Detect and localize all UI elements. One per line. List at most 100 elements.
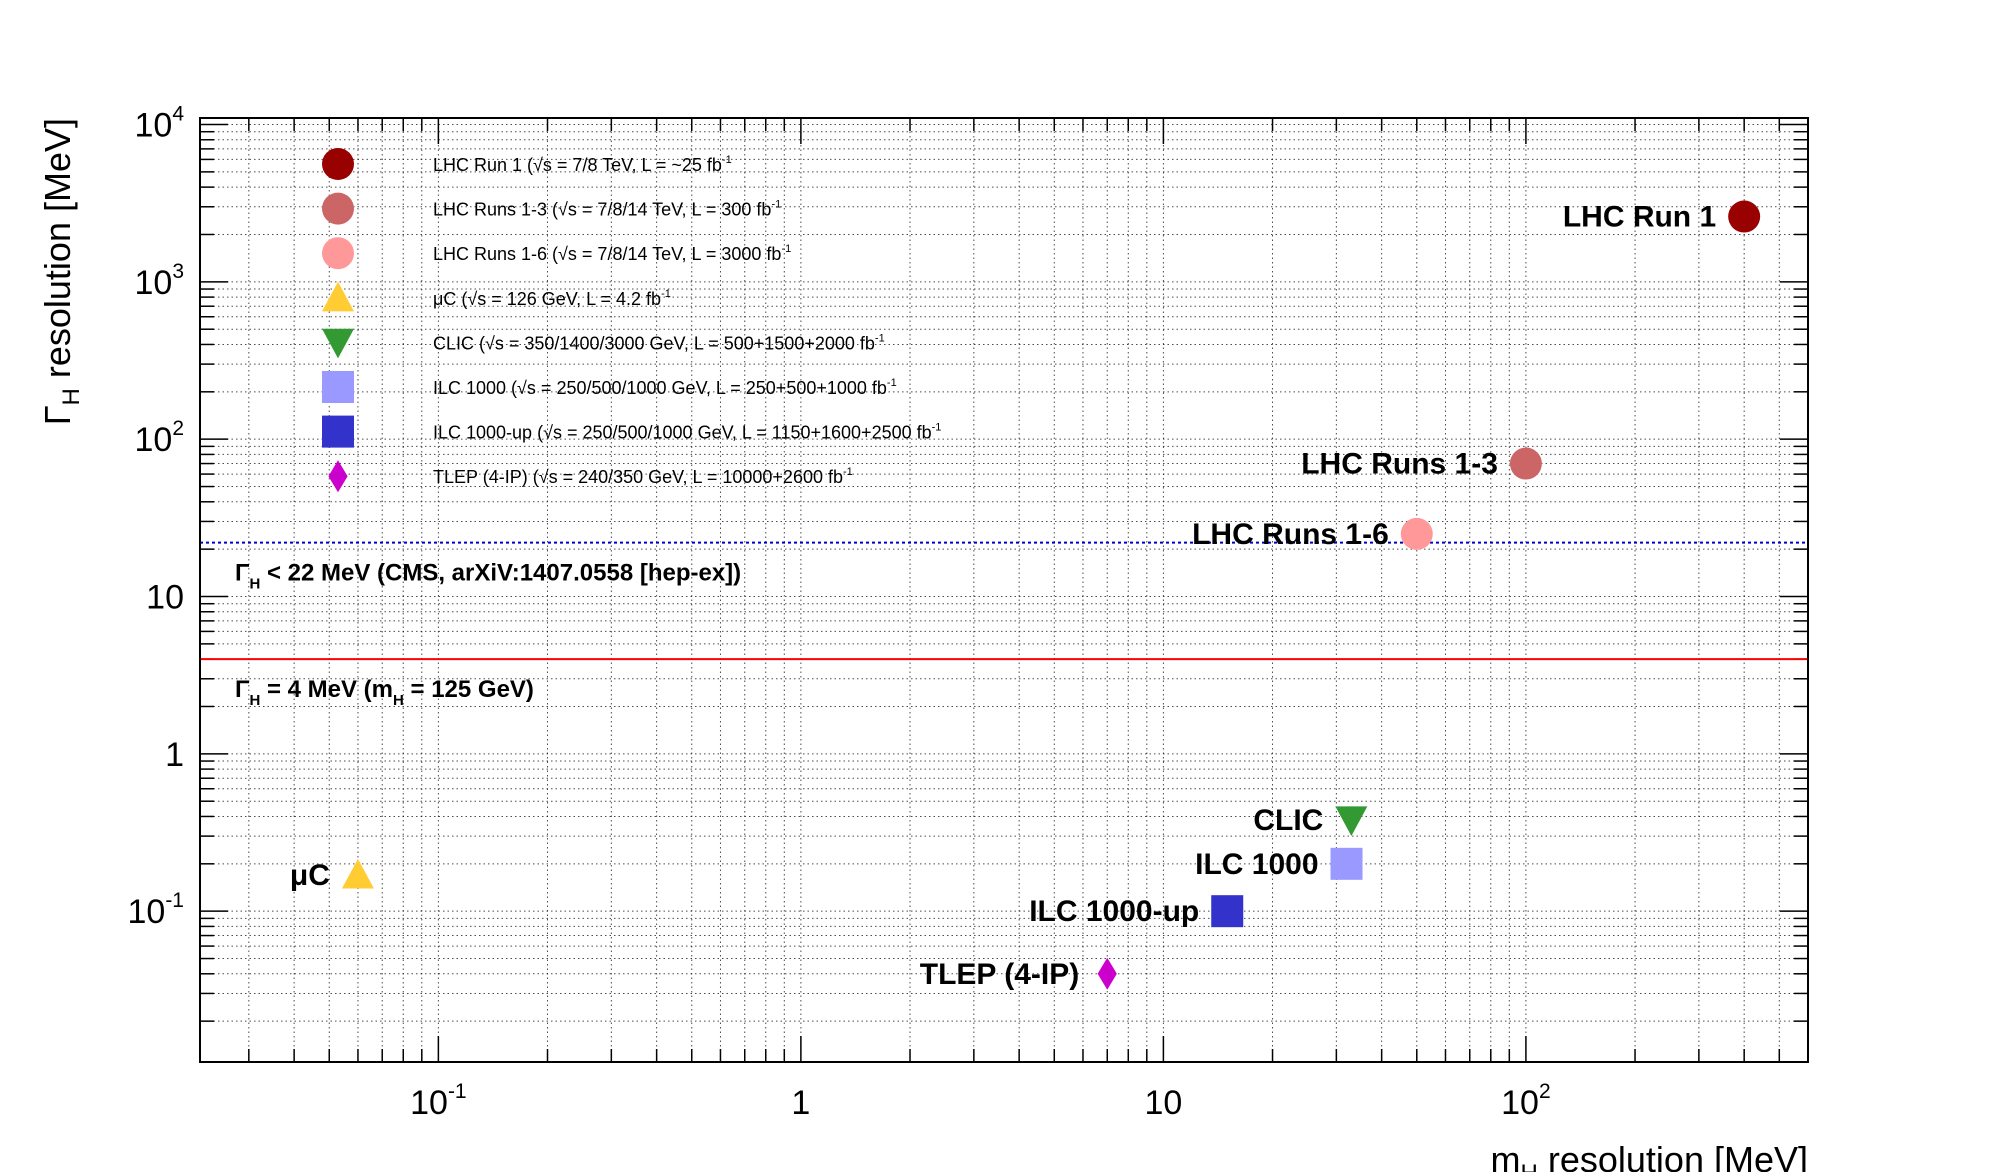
point-lhc-runs-1-6	[1400, 517, 1433, 550]
y-tick-label-100: 102	[134, 417, 184, 459]
point-label-c: μC	[290, 859, 330, 892]
x-tick-label-100: 102	[1501, 1080, 1551, 1122]
legend-entry-ilc-1000: ILC 1000 (√s = 250/500/1000 GeV, L = 250…	[433, 377, 897, 398]
legend-entry-clic: CLIC (√s = 350/1400/3000 GeV, L = 500+15…	[433, 332, 885, 353]
legend-entry-lhc-runs-1-3: LHC Runs 1-3 (√s = 7/8/14 TeV, L = 300 f…	[433, 199, 781, 220]
y-tick-label-base: 10	[134, 107, 172, 145]
legend-entry-sup: -1	[661, 288, 671, 300]
x-tick-label-base: 10	[410, 1084, 448, 1122]
y-tick-label-base: 10	[134, 421, 172, 459]
x-tick-label-base: 10	[1501, 1084, 1539, 1122]
y-axis-title: ΓH resolution [MeV]	[37, 118, 85, 425]
point-tlep-4-ip	[1097, 957, 1117, 990]
x-axis-title: mH resolution [MeV]	[1491, 1139, 1808, 1172]
point-c	[341, 858, 374, 889]
legend-entry-sup: -1	[843, 466, 853, 478]
x-tick-label-base: 10	[1144, 1084, 1182, 1122]
legend-entry-text: μC (√s = 126 GeV, L = 4.2 fb	[433, 289, 661, 309]
legend-entry-sup: -1	[771, 199, 781, 211]
point-label-tlep-4-ip: TLEP (4-IP)	[920, 958, 1079, 991]
x-tick-label-10: 10	[1144, 1084, 1182, 1122]
y-tick-label-exp: 4	[172, 103, 184, 126]
legend-entry-sup: -1	[932, 422, 942, 434]
legend-entry-ilc-1000-up: ILC 1000-up (√s = 250/500/1000 GeV, L = …	[433, 422, 941, 443]
y-tick-label-exp: -1	[165, 889, 184, 912]
legend-entry-text: ILC 1000-up (√s = 250/500/1000 GeV, L = …	[433, 423, 932, 443]
legend-marker-clic	[322, 328, 354, 359]
x-tick-label-exp: 2	[1539, 1080, 1551, 1103]
ref-label-sub: H	[249, 692, 260, 709]
point-labels: LHC Run 1 LHC Runs 1-3 LHC Runs 1-6 μC CLIC I…	[290, 201, 1716, 991]
legend-entry-sup: -1	[887, 377, 897, 389]
x-axis-title-rest: resolution [MeV]	[1538, 1139, 1808, 1172]
y-axis-title-sub: H	[58, 388, 85, 405]
legend-marker-ilc-1000-up	[322, 415, 354, 448]
reference-lines: ΓH < 22 MeV (CMS, arXiV:1407.0558 [hep-e…	[200, 541, 1808, 709]
legend-entry-text: TLEP (4-IP) (√s = 240/350 GeV, L = 10000…	[433, 467, 843, 487]
legend-entry-text: ILC 1000 (√s = 250/500/1000 GeV, L = 250…	[433, 378, 887, 398]
plot-frame	[199, 117, 1809, 1063]
legend-entry-text: CLIC (√s = 350/1400/3000 GeV, L = 500+15…	[433, 333, 875, 353]
y-tick-label-base: 10	[146, 579, 184, 617]
y-tick-label-10000: 104	[134, 103, 184, 145]
legend: LHC Run 1 (√s = 7/8 TeV, L = ~25 fb-1LHC…	[322, 148, 941, 493]
legend-entry-c: μC (√s = 126 GeV, L = 4.2 fb-1	[433, 288, 671, 309]
legend-entry-lhc-runs-1-6: LHC Runs 1-6 (√s = 7/8/14 TeV, L = 3000 …	[433, 243, 791, 264]
ref-label-main: Γ	[235, 676, 250, 703]
legend-entry-lhc-run-1: LHC Run 1 (√s = 7/8 TeV, L = ~25 fb-1	[433, 154, 732, 175]
legend-marker-lhc-run-1	[322, 148, 354, 180]
x-tick-label-base: 1	[791, 1084, 810, 1122]
legend-marker-ilc-1000	[322, 371, 354, 403]
legend-marker-lhc-runs-1-6	[322, 237, 354, 270]
point-label-ilc-1000: ILC 1000	[1195, 848, 1318, 881]
data-points	[341, 200, 1761, 990]
ref-label-rest: < 22 MeV (CMS, arXiV:1407.0558 [hep-ex])	[260, 560, 741, 587]
reference-line-label-22: ΓH < 22 MeV (CMS, arXiV:1407.0558 [hep-e…	[235, 560, 741, 593]
y-axis-title-main: Γ	[37, 405, 78, 425]
y-tick-label-base: 10	[134, 264, 172, 302]
point-label-ilc-1000-up: ILC 1000-up	[1029, 895, 1199, 928]
y-tick-label-base: 10	[127, 893, 165, 931]
ref-label-rest2: = 125 GeV)	[404, 676, 534, 703]
y-tick-label-exp: 2	[172, 417, 184, 440]
ref-label-sub2: H	[393, 692, 404, 709]
legend-entry-tlep-4-ip: TLEP (4-IP) (√s = 240/350 GeV, L = 10000…	[433, 466, 853, 487]
point-clic	[1335, 806, 1368, 836]
y-tick-label-exp: 3	[172, 260, 184, 283]
legend-marker-lhc-runs-1-3	[322, 192, 354, 225]
point-label-lhc-run-1: LHC Run 1	[1563, 201, 1716, 234]
point-ilc-1000-up	[1211, 895, 1244, 928]
y-tick-label-10: 10	[146, 579, 184, 617]
reference-line-label-4: ΓH = 4 MeV (mH = 125 GeV)	[235, 676, 534, 709]
y-tick-label-1000: 103	[134, 260, 184, 302]
x-tick-labels: 10-1 1 10 102	[410, 1080, 1551, 1122]
point-label-clic: CLIC	[1253, 804, 1323, 837]
ref-label-main: Γ	[235, 560, 250, 587]
legend-entry-text: LHC Runs 1-3 (√s = 7/8/14 TeV, L = 300 f…	[433, 200, 771, 220]
y-tick-label-1: 1	[165, 736, 184, 774]
ref-label-sub: H	[249, 576, 260, 593]
point-lhc-run-1	[1728, 200, 1761, 233]
x-tick-label-0-1: 10-1	[410, 1080, 467, 1122]
point-label-lhc-runs-1-3: LHC Runs 1-3	[1301, 448, 1498, 481]
x-axis-title-sub: H	[1521, 1160, 1538, 1172]
point-label-lhc-runs-1-6: LHC Runs 1-6	[1192, 518, 1389, 551]
legend-entry-sup: -1	[875, 332, 885, 344]
ref-label-rest: = 4 MeV (m	[260, 676, 393, 703]
legend-marker-c	[322, 281, 354, 312]
x-axis-title-main: m	[1491, 1139, 1521, 1172]
legend-entry-sup: -1	[781, 243, 791, 255]
x-tick-label-1: 1	[791, 1084, 810, 1122]
legend-marker-tlep-4-ip	[328, 460, 348, 493]
legend-entry-sup: -1	[722, 154, 732, 166]
x-tick-label-exp: -1	[448, 1080, 467, 1103]
legend-entry-text: LHC Runs 1-6 (√s = 7/8/14 TeV, L = 3000 …	[433, 244, 781, 264]
y-axis-title-rest: resolution [MeV]	[37, 118, 78, 388]
y-tick-label-base: 1	[165, 736, 184, 774]
y-tick-label-0-1: 10-1	[127, 889, 184, 931]
point-ilc-1000	[1330, 847, 1363, 880]
point-lhc-runs-1-3	[1509, 447, 1542, 480]
legend-entry-text: LHC Run 1 (√s = 7/8 TeV, L = ~25 fb	[433, 155, 722, 175]
